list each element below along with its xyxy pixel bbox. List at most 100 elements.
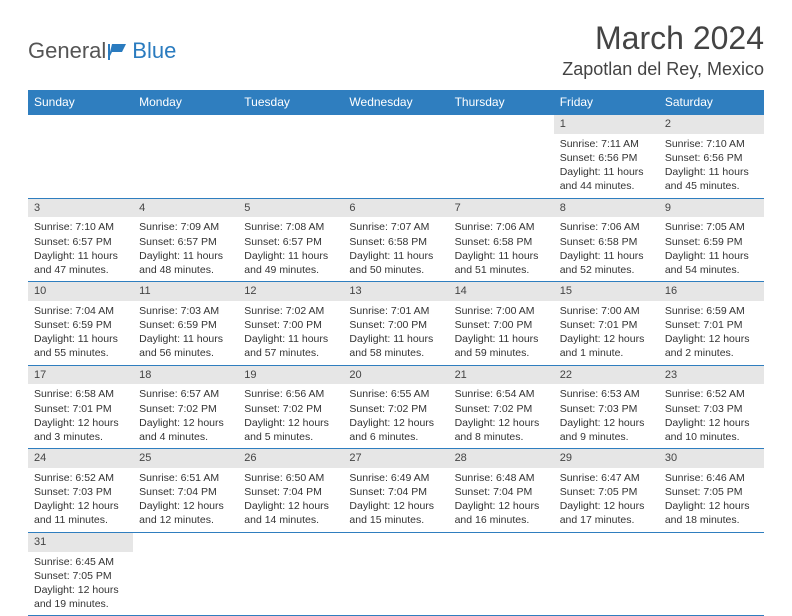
- day-info-line: Sunset: 7:03 PM: [560, 402, 653, 416]
- day-number: 25: [133, 449, 238, 468]
- day-number: [133, 533, 238, 537]
- day-number: 13: [343, 282, 448, 301]
- day-info-line: Daylight: 11 hours: [349, 332, 442, 346]
- calendar-cell: 24Sunrise: 6:52 AMSunset: 7:03 PMDayligh…: [28, 449, 133, 533]
- day-info-line: and 10 minutes.: [665, 430, 758, 444]
- day-info-line: and 49 minutes.: [244, 263, 337, 277]
- calendar-cell: 18Sunrise: 6:57 AMSunset: 7:02 PMDayligh…: [133, 365, 238, 449]
- day-info-line: Sunrise: 7:07 AM: [349, 220, 442, 234]
- day-info-line: Daylight: 12 hours: [455, 499, 548, 513]
- day-number: [343, 115, 448, 119]
- day-info-line: Sunrise: 7:00 AM: [455, 304, 548, 318]
- day-info-line: Sunset: 7:00 PM: [349, 318, 442, 332]
- day-info-line: Daylight: 11 hours: [34, 249, 127, 263]
- day-info-line: Sunrise: 7:11 AM: [560, 137, 653, 151]
- day-info-line: Sunrise: 7:09 AM: [139, 220, 232, 234]
- day-info-line: Daylight: 12 hours: [34, 499, 127, 513]
- day-info-line: Sunset: 7:03 PM: [34, 485, 127, 499]
- day-number: [554, 533, 659, 537]
- month-title: March 2024: [562, 20, 764, 57]
- day-header: Monday: [133, 90, 238, 115]
- day-info-line: Sunrise: 6:55 AM: [349, 387, 442, 401]
- calendar-cell: 20Sunrise: 6:55 AMSunset: 7:02 PMDayligh…: [343, 365, 448, 449]
- day-info-line: Daylight: 11 hours: [665, 165, 758, 179]
- day-info-line: Sunset: 7:02 PM: [139, 402, 232, 416]
- day-info-line: and 52 minutes.: [560, 263, 653, 277]
- calendar-cell: [449, 115, 554, 199]
- calendar-cell: [238, 532, 343, 616]
- day-number: 21: [449, 366, 554, 385]
- day-info-line: and 54 minutes.: [665, 263, 758, 277]
- day-number: 31: [28, 533, 133, 552]
- calendar-cell: [343, 115, 448, 199]
- calendar-cell: 16Sunrise: 6:59 AMSunset: 7:01 PMDayligh…: [659, 282, 764, 366]
- day-info-line: Sunrise: 7:08 AM: [244, 220, 337, 234]
- day-info-line: Sunset: 7:04 PM: [244, 485, 337, 499]
- day-number: 20: [343, 366, 448, 385]
- day-info-line: and 14 minutes.: [244, 513, 337, 527]
- calendar-cell: 15Sunrise: 7:00 AMSunset: 7:01 PMDayligh…: [554, 282, 659, 366]
- day-info-line: Daylight: 12 hours: [455, 416, 548, 430]
- day-info-line: Sunrise: 7:02 AM: [244, 304, 337, 318]
- title-block: March 2024 Zapotlan del Rey, Mexico: [562, 20, 764, 80]
- day-info-line: and 1 minute.: [560, 346, 653, 360]
- day-info-line: and 16 minutes.: [455, 513, 548, 527]
- day-number: 5: [238, 199, 343, 218]
- day-info-line: and 18 minutes.: [665, 513, 758, 527]
- calendar-week: 31Sunrise: 6:45 AMSunset: 7:05 PMDayligh…: [28, 532, 764, 616]
- day-info-line: Sunrise: 6:47 AM: [560, 471, 653, 485]
- day-info-line: and 56 minutes.: [139, 346, 232, 360]
- day-number: 30: [659, 449, 764, 468]
- day-header: Saturday: [659, 90, 764, 115]
- day-info-line: Daylight: 12 hours: [665, 332, 758, 346]
- day-number: 28: [449, 449, 554, 468]
- calendar-cell: 25Sunrise: 6:51 AMSunset: 7:04 PMDayligh…: [133, 449, 238, 533]
- calendar-cell: 4Sunrise: 7:09 AMSunset: 6:57 PMDaylight…: [133, 198, 238, 282]
- flag-icon: [108, 42, 130, 60]
- day-number: 3: [28, 199, 133, 218]
- day-info-line: Sunrise: 6:59 AM: [665, 304, 758, 318]
- day-info-line: Sunset: 7:00 PM: [244, 318, 337, 332]
- day-info-line: Sunset: 6:58 PM: [349, 235, 442, 249]
- calendar-cell: [28, 115, 133, 199]
- day-header: Sunday: [28, 90, 133, 115]
- day-info-line: and 5 minutes.: [244, 430, 337, 444]
- calendar-cell: 3Sunrise: 7:10 AMSunset: 6:57 PMDaylight…: [28, 198, 133, 282]
- calendar-week: 24Sunrise: 6:52 AMSunset: 7:03 PMDayligh…: [28, 449, 764, 533]
- day-info-line: Sunrise: 6:52 AM: [34, 471, 127, 485]
- day-info-line: Daylight: 12 hours: [665, 499, 758, 513]
- day-info-line: and 15 minutes.: [349, 513, 442, 527]
- day-info-line: and 3 minutes.: [34, 430, 127, 444]
- day-info-line: Sunrise: 7:06 AM: [560, 220, 653, 234]
- day-info-line: Sunset: 6:59 PM: [139, 318, 232, 332]
- logo-text-general: General: [28, 38, 106, 64]
- day-info-line: Sunrise: 6:56 AM: [244, 387, 337, 401]
- day-header: Thursday: [449, 90, 554, 115]
- day-info-line: Sunrise: 7:04 AM: [34, 304, 127, 318]
- day-number: [133, 115, 238, 119]
- calendar-cell: 22Sunrise: 6:53 AMSunset: 7:03 PMDayligh…: [554, 365, 659, 449]
- day-info-line: Sunrise: 7:03 AM: [139, 304, 232, 318]
- day-info-line: Daylight: 12 hours: [244, 499, 337, 513]
- day-info-line: and 45 minutes.: [665, 179, 758, 193]
- day-info-line: Sunrise: 6:51 AM: [139, 471, 232, 485]
- day-number: [28, 115, 133, 119]
- calendar-cell: [133, 532, 238, 616]
- day-info-line: Sunrise: 6:48 AM: [455, 471, 548, 485]
- day-info-line: Daylight: 12 hours: [560, 416, 653, 430]
- calendar-cell: [554, 532, 659, 616]
- day-info-line: Sunrise: 6:52 AM: [665, 387, 758, 401]
- calendar-cell: 17Sunrise: 6:58 AMSunset: 7:01 PMDayligh…: [28, 365, 133, 449]
- day-info-line: Daylight: 11 hours: [349, 249, 442, 263]
- day-number: 27: [343, 449, 448, 468]
- day-number: 6: [343, 199, 448, 218]
- day-info-line: and 4 minutes.: [139, 430, 232, 444]
- day-number: 18: [133, 366, 238, 385]
- calendar-cell: 12Sunrise: 7:02 AMSunset: 7:00 PMDayligh…: [238, 282, 343, 366]
- day-number: 10: [28, 282, 133, 301]
- calendar-cell: [659, 532, 764, 616]
- day-info-line: Sunset: 7:05 PM: [34, 569, 127, 583]
- day-info-line: Sunset: 7:03 PM: [665, 402, 758, 416]
- day-info-line: Sunset: 6:58 PM: [455, 235, 548, 249]
- day-info-line: Daylight: 11 hours: [560, 165, 653, 179]
